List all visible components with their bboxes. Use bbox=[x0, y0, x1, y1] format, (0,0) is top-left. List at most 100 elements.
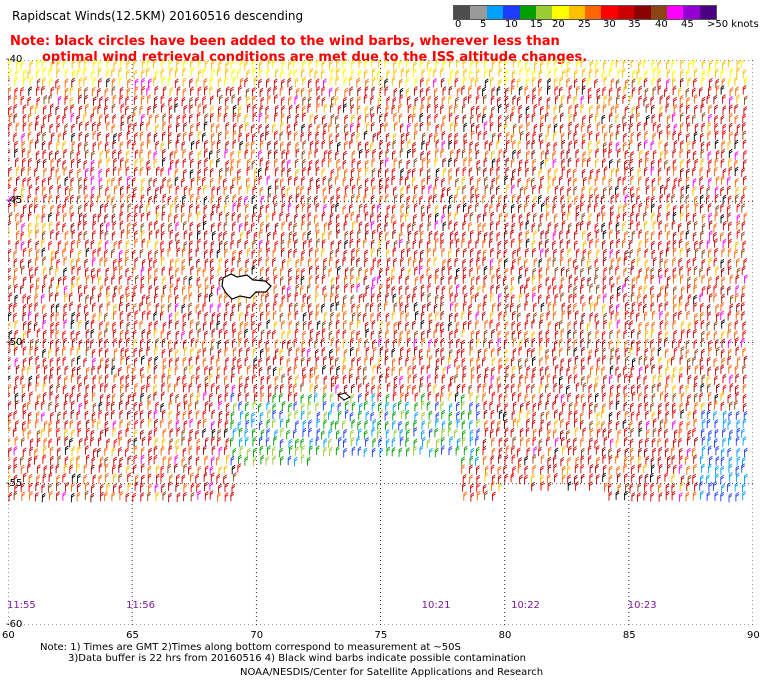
wind-barb bbox=[398, 355, 403, 366]
wind-barb bbox=[595, 392, 599, 403]
wind-barb bbox=[357, 446, 362, 456]
wind-barb bbox=[637, 294, 641, 304]
wind-barb bbox=[76, 114, 81, 125]
wind-barb bbox=[566, 67, 571, 77]
wind-barb bbox=[258, 213, 262, 223]
wind-barb bbox=[22, 276, 27, 286]
wind-barb bbox=[35, 256, 39, 266]
wind-barb bbox=[504, 473, 509, 484]
wind-barb bbox=[434, 113, 439, 123]
wind-barb bbox=[104, 105, 108, 115]
wind-barb bbox=[706, 141, 711, 151]
wind-barb bbox=[685, 184, 690, 194]
wind-barb bbox=[147, 186, 152, 196]
wind-barb bbox=[169, 151, 174, 161]
wind-barb bbox=[288, 383, 293, 393]
wind-barb bbox=[484, 373, 488, 384]
wind-barb bbox=[545, 229, 550, 240]
wind-barb bbox=[175, 185, 180, 195]
wind-barb bbox=[722, 428, 726, 438]
wind-barb bbox=[720, 401, 725, 411]
wind-barb bbox=[365, 302, 370, 312]
wind-barb bbox=[441, 285, 446, 295]
wind-barb bbox=[484, 184, 489, 194]
wind-barb bbox=[484, 78, 489, 88]
wind-barb bbox=[141, 177, 145, 188]
wind-barb bbox=[71, 229, 76, 239]
wind-barb bbox=[170, 258, 174, 268]
wind-barb bbox=[237, 106, 242, 116]
wind-barb bbox=[580, 104, 585, 114]
wind-barb bbox=[687, 357, 691, 368]
wind-barb bbox=[314, 348, 319, 359]
wind-barb bbox=[714, 157, 719, 168]
wind-barb bbox=[636, 221, 641, 231]
wind-barb-map bbox=[8, 60, 753, 625]
wind-barb bbox=[477, 130, 482, 141]
wind-barb bbox=[476, 60, 480, 69]
wind-barb bbox=[28, 222, 32, 232]
wind-barb bbox=[720, 456, 725, 466]
wind-barb bbox=[181, 141, 186, 151]
wind-barb bbox=[126, 130, 131, 140]
wind-barb bbox=[77, 482, 81, 493]
wind-barb bbox=[50, 455, 54, 465]
wind-barb bbox=[29, 274, 34, 284]
wind-barb bbox=[302, 330, 307, 340]
wind-barb bbox=[736, 447, 741, 458]
wind-barb bbox=[358, 221, 363, 231]
wind-barb bbox=[289, 445, 293, 455]
wind-barb bbox=[265, 124, 270, 134]
wind-barb bbox=[597, 428, 601, 438]
wind-barb bbox=[56, 427, 60, 438]
wind-barb bbox=[371, 248, 375, 258]
wind-barb bbox=[34, 293, 39, 304]
wind-barb bbox=[356, 132, 361, 143]
wind-barb bbox=[643, 220, 648, 230]
wind-barb bbox=[664, 222, 669, 233]
wind-barb bbox=[27, 411, 32, 422]
wind-barb bbox=[154, 356, 159, 366]
wind-barb bbox=[594, 78, 598, 89]
wind-barb bbox=[217, 339, 222, 350]
wind-barb bbox=[288, 248, 292, 258]
wind-barb bbox=[203, 240, 208, 250]
wind-barb bbox=[722, 419, 727, 429]
wind-barb bbox=[679, 77, 684, 88]
wind-barb bbox=[127, 410, 131, 420]
wind-barb bbox=[349, 230, 354, 240]
wind-barb bbox=[735, 391, 740, 401]
wind-barb bbox=[35, 240, 40, 250]
wind-barb bbox=[210, 60, 215, 70]
wind-barb bbox=[461, 339, 465, 350]
wind-barb bbox=[252, 328, 257, 339]
wind-barb bbox=[245, 401, 249, 411]
wind-barb bbox=[743, 159, 747, 169]
wind-barb bbox=[700, 141, 705, 151]
wind-barb bbox=[587, 76, 591, 87]
wind-barb bbox=[407, 103, 412, 114]
colorbar-label: >50 knots bbox=[707, 19, 759, 30]
wind-barb bbox=[498, 482, 503, 492]
wind-barb bbox=[196, 276, 201, 287]
wind-barb bbox=[281, 231, 285, 242]
wind-barb bbox=[161, 204, 166, 214]
wind-barb bbox=[616, 465, 621, 476]
wind-barb bbox=[595, 266, 599, 277]
wind-barb bbox=[252, 437, 257, 447]
wind-barb bbox=[13, 258, 18, 268]
wind-barb bbox=[708, 248, 712, 258]
wind-barb bbox=[532, 166, 537, 176]
wind-barb bbox=[421, 140, 426, 150]
map-title: Rapidscat Winds(12.5KM) 20160516 descend… bbox=[12, 9, 304, 23]
wind-barb bbox=[126, 184, 131, 194]
wind-barb bbox=[287, 167, 292, 177]
wind-barb bbox=[230, 411, 235, 421]
wind-barb bbox=[505, 445, 510, 455]
wind-barb bbox=[105, 267, 110, 277]
wind-barb bbox=[98, 140, 102, 150]
wind-barb bbox=[253, 76, 258, 86]
wind-barb bbox=[414, 310, 419, 320]
wind-barb bbox=[554, 419, 558, 429]
wind-barb bbox=[259, 204, 264, 215]
